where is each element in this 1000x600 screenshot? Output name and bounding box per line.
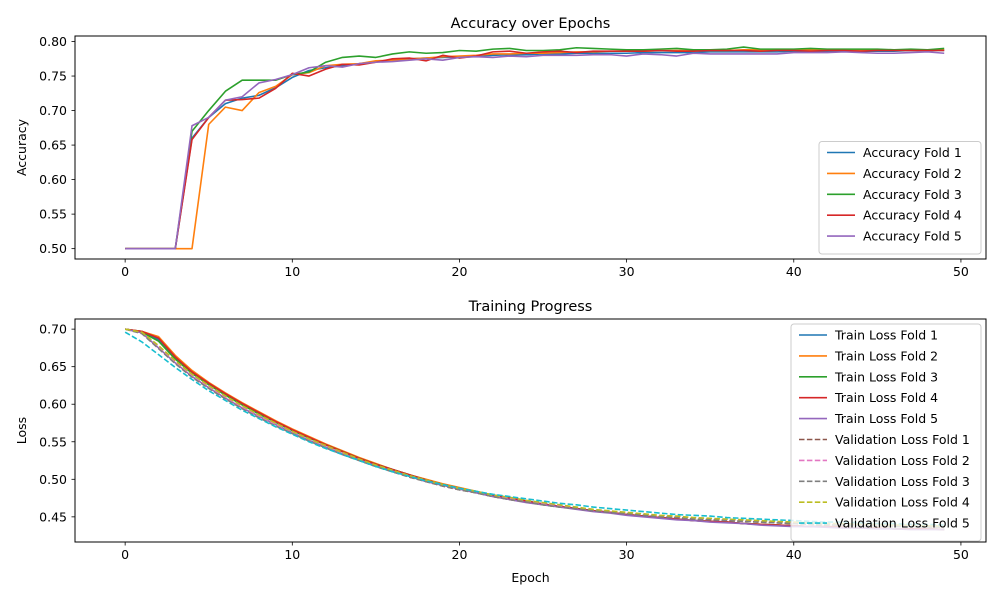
accuracy-y-axis-label: Accuracy xyxy=(14,118,29,176)
accuracy-x-tick-label: 50 xyxy=(953,264,969,279)
loss-legend-label: Validation Loss Fold 3 xyxy=(835,474,970,489)
accuracy-series-line-3 xyxy=(125,46,945,250)
accuracy-chart: Accuracy over Epochs 0 10 20 30 40 50 0.50 0.55 0… xyxy=(14,16,987,279)
loss-x-tick-label: 20 xyxy=(452,547,468,562)
loss-x-tick-label: 40 xyxy=(786,547,802,562)
loss-y-tick-label: 0.70 xyxy=(39,322,67,337)
accuracy-legend: Accuracy Fold 1 Accuracy Fold 2 Accuracy F… xyxy=(818,141,982,255)
accuracy-legend-label: Accuracy Fold 2 xyxy=(863,166,962,181)
loss-series-line-9 xyxy=(125,328,945,527)
accuracy-y-tick-label: 0.80 xyxy=(39,34,67,49)
accuracy-plot-frame xyxy=(74,35,987,260)
accuracy-series-line-4 xyxy=(125,49,945,250)
loss-x-tick-label: 0 xyxy=(121,547,129,562)
loss-x-tick-label: 10 xyxy=(284,547,300,562)
accuracy-y-tick-label: 0.65 xyxy=(39,138,67,153)
loss-x-axis-label: Epoch xyxy=(511,570,549,585)
loss-x-tick-label: 50 xyxy=(953,547,969,562)
loss-chart-title: Training Progress xyxy=(468,299,593,315)
accuracy-legend-label: Accuracy Fold 4 xyxy=(863,208,962,223)
accuracy-legend-label: Accuracy Fold 1 xyxy=(863,145,962,160)
accuracy-y-tick-label: 0.55 xyxy=(39,207,67,222)
loss-legend-box xyxy=(790,323,982,542)
accuracy-x-tick-label: 10 xyxy=(284,264,300,279)
accuracy-x-tick-label: 40 xyxy=(786,264,802,279)
accuracy-y-tick-label: 0.50 xyxy=(39,241,67,256)
accuracy-series-group xyxy=(125,46,945,250)
loss-y-tick-label: 0.55 xyxy=(39,434,67,449)
accuracy-legend-label: Accuracy Fold 5 xyxy=(863,229,962,244)
loss-legend-label: Train Loss Fold 1 xyxy=(834,328,938,343)
loss-y-tick-label: 0.50 xyxy=(39,472,67,487)
accuracy-chart-title: Accuracy over Epochs xyxy=(451,16,611,32)
accuracy-x-tick-label: 20 xyxy=(452,264,468,279)
loss-series-line-8 xyxy=(124,328,945,529)
loss-chart: Training Progress 0 10 20 30 40 50 0.45 0.50 0.55… xyxy=(14,299,987,585)
accuracy-x-tick-label: 30 xyxy=(619,264,635,279)
loss-legend: Train Loss Fold 1 Train Loss Fold 2 Train … xyxy=(790,323,982,542)
loss-legend-label: Validation Loss Fold 5 xyxy=(835,516,970,531)
loss-legend-label: Train Loss Fold 5 xyxy=(834,411,938,426)
loss-legend-label: Train Loss Fold 2 xyxy=(834,348,938,363)
accuracy-y-tick-label: 0.60 xyxy=(39,172,67,187)
loss-legend-label: Validation Loss Fold 1 xyxy=(835,432,970,447)
accuracy-y-tick-label: 0.70 xyxy=(39,103,67,118)
accuracy-legend-box xyxy=(818,141,982,255)
accuracy-x-tick-label: 0 xyxy=(121,264,129,279)
accuracy-legend-label: Accuracy Fold 3 xyxy=(863,187,962,202)
loss-legend-label: Validation Loss Fold 4 xyxy=(835,495,970,510)
accuracy-y-tick-label: 0.75 xyxy=(39,69,67,84)
loss-y-tick-label: 0.60 xyxy=(39,397,67,412)
loss-x-tick-label: 30 xyxy=(619,547,635,562)
loss-y-axis-label: Loss xyxy=(14,417,29,444)
loss-legend-label: Train Loss Fold 3 xyxy=(834,369,938,384)
loss-legend-label: Train Loss Fold 4 xyxy=(834,390,938,405)
loss-legend-label: Validation Loss Fold 2 xyxy=(835,453,970,468)
loss-y-tick-label: 0.45 xyxy=(39,509,67,524)
loss-plot-frame xyxy=(74,318,987,543)
loss-y-tick-label: 0.65 xyxy=(39,359,67,374)
accuracy-series-line-5 xyxy=(125,51,945,250)
